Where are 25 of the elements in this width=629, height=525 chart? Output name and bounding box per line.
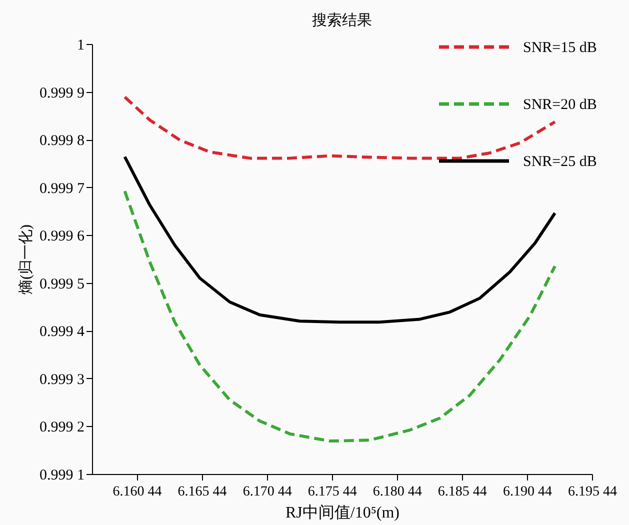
chart-title: 搜索结果 bbox=[312, 12, 372, 29]
y-tick-label: 0.999 3 bbox=[40, 372, 84, 388]
x-tick-label: 6.185 44 bbox=[438, 484, 487, 500]
y-tick-label: 0.999 1 bbox=[40, 468, 84, 484]
y-tick-label: 0.999 9 bbox=[40, 85, 84, 102]
line-series bbox=[123, 190, 556, 443]
y-axis-title: 熵(归一化) bbox=[18, 224, 34, 294]
y-tick-label: 0.999 6 bbox=[40, 228, 85, 245]
y-tick-label: 0.999 5 bbox=[40, 276, 84, 292]
y-tick-label: 1 bbox=[77, 38, 84, 54]
legend-label: SNR=25 dB bbox=[523, 154, 597, 170]
x-tick-label: 6.165 44 bbox=[178, 484, 227, 500]
legend-label: SNR=15 dB bbox=[523, 40, 597, 56]
legend-label: SNR=20 dB bbox=[523, 97, 597, 113]
y-tick-label: 0.999 2 bbox=[40, 420, 84, 436]
x-tick-label: 6.180 44 bbox=[372, 484, 422, 500]
y-tick-label: 0.999 7 bbox=[40, 180, 85, 197]
y-tick-label: 0.999 4 bbox=[40, 324, 85, 340]
y-tick-label: 0.999 8 bbox=[40, 133, 84, 150]
x-tick-label: 6.160 44 bbox=[112, 484, 162, 500]
x-axis-title: RJ中间值/10⁵(m) bbox=[285, 504, 400, 522]
x-tick-label: 6.195 44 bbox=[568, 484, 617, 500]
x-tick-label: 6.175 44 bbox=[308, 484, 357, 500]
x-tick-label: 6.170 44 bbox=[242, 484, 292, 500]
x-tick-label: 6.190 44 bbox=[502, 484, 552, 500]
